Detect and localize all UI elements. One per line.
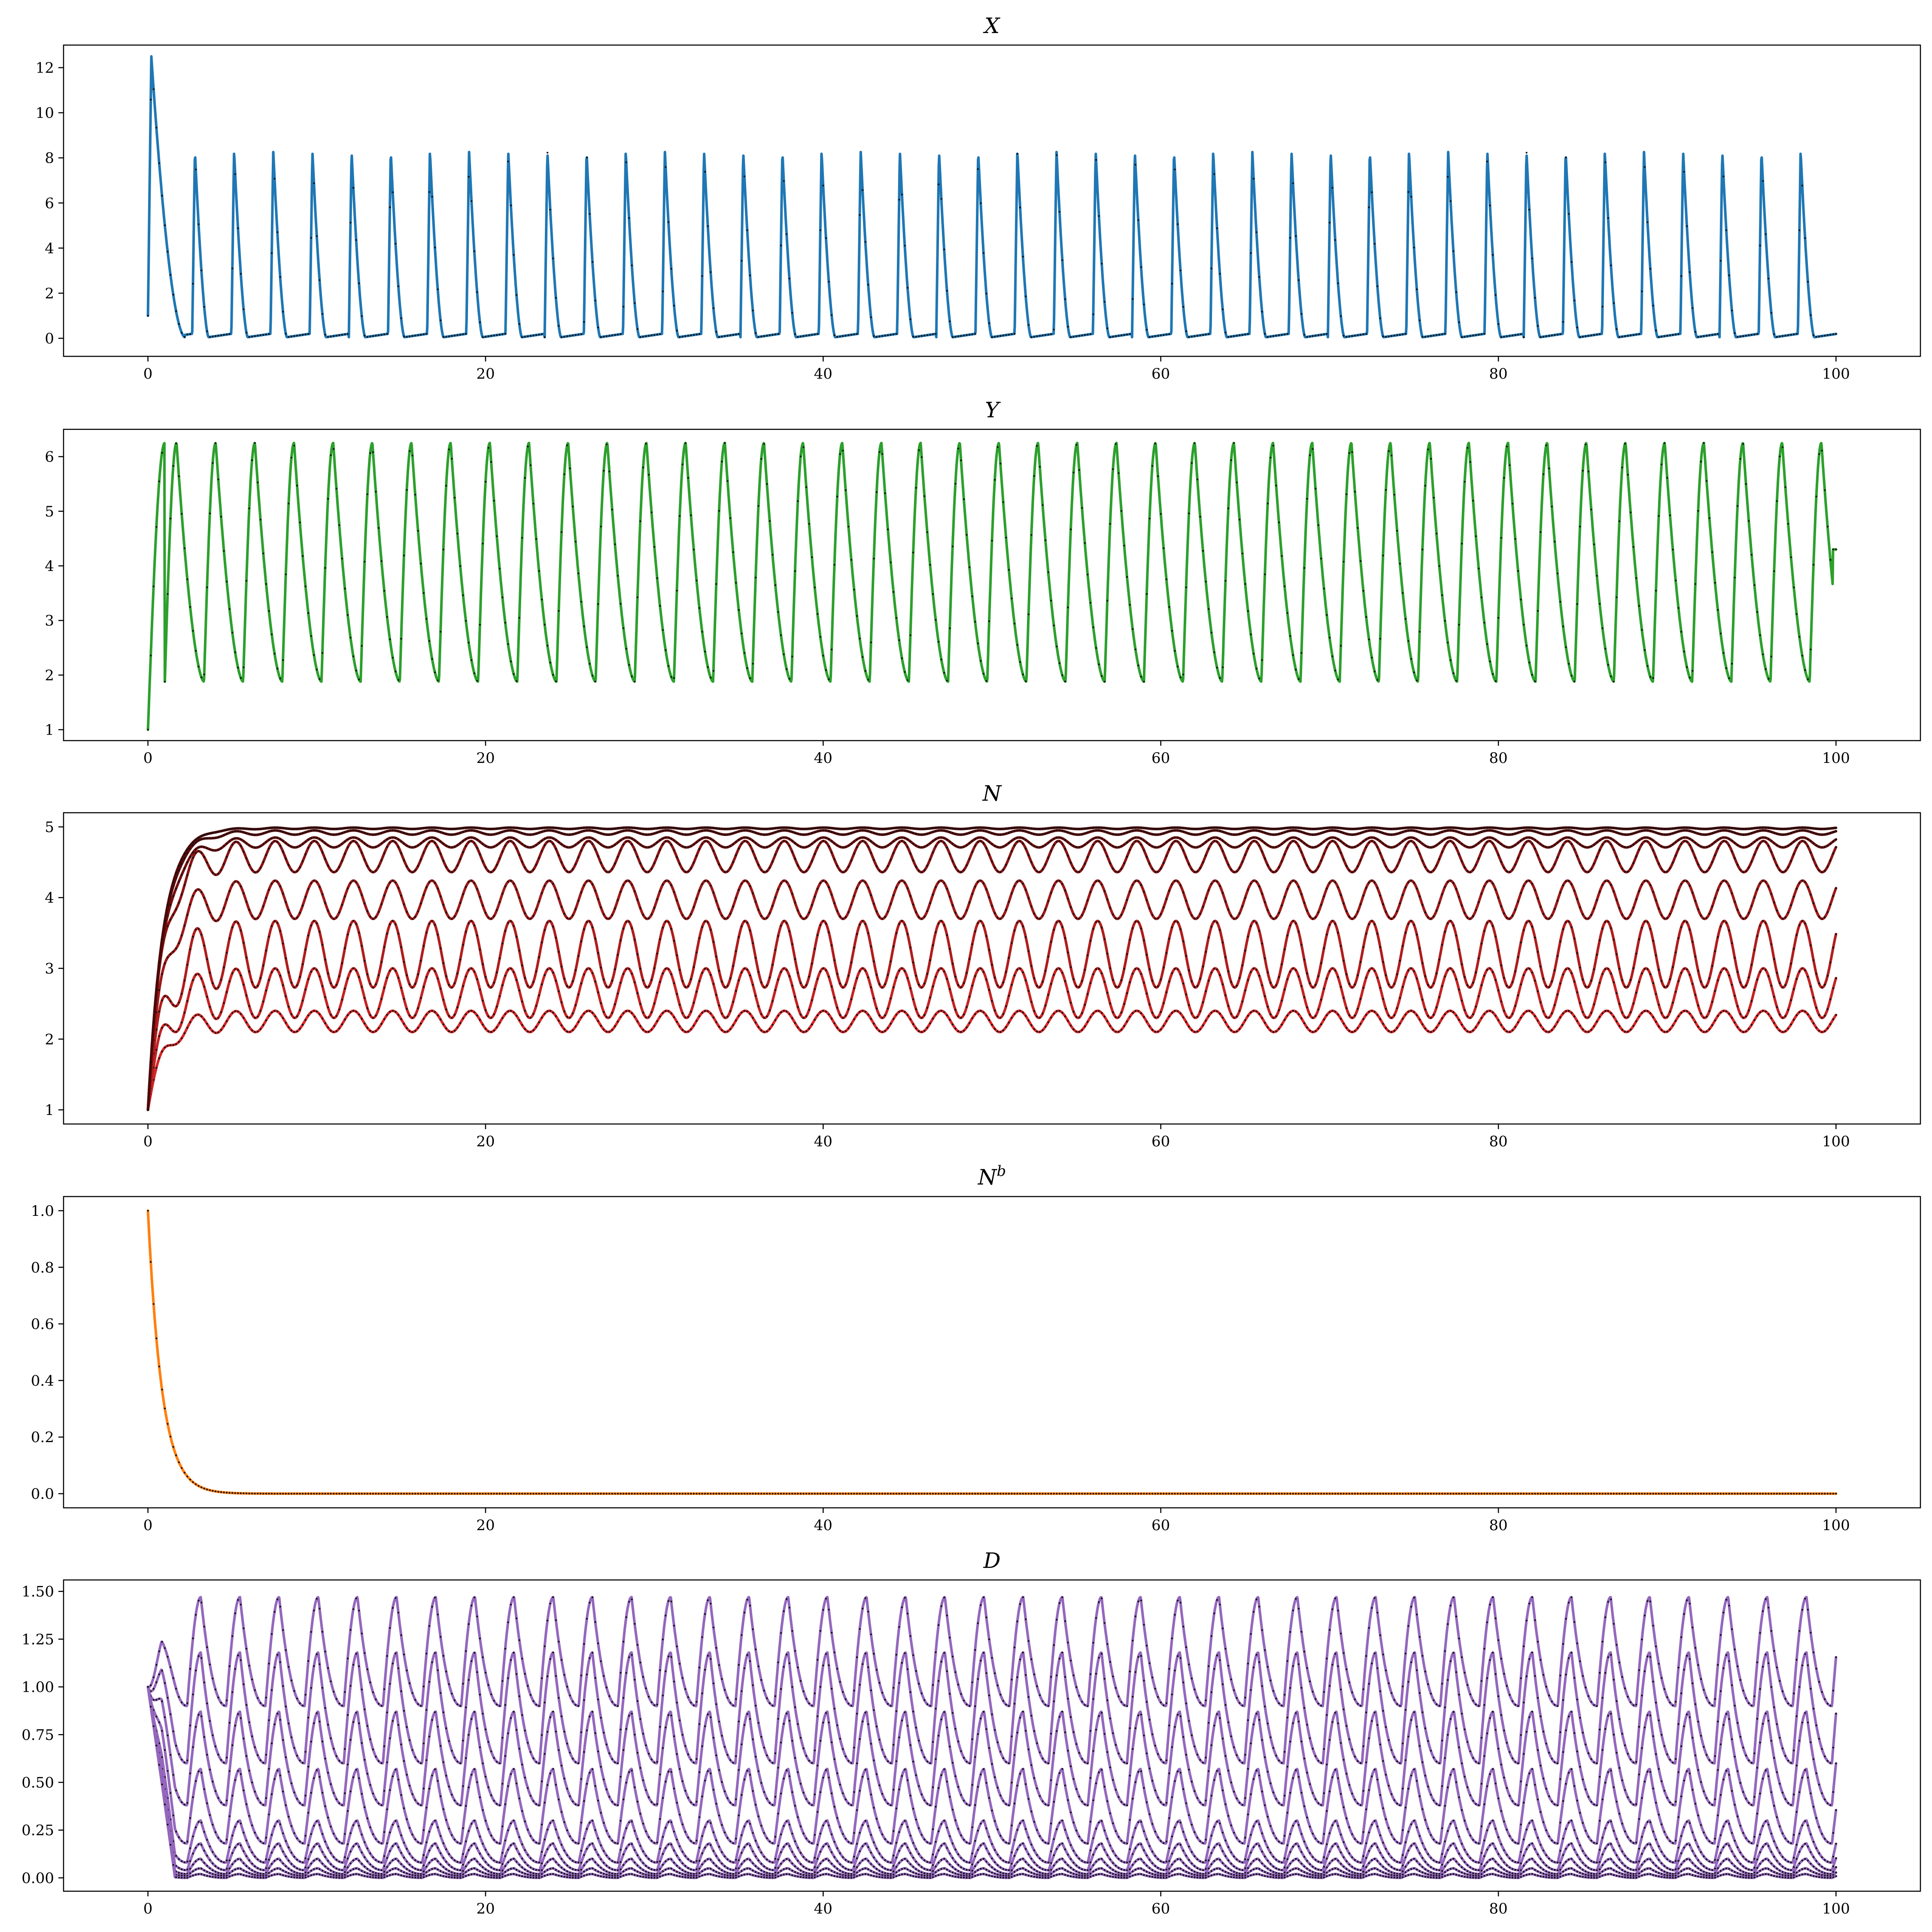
x-tick-label: 80 <box>1489 750 1507 767</box>
x-tick-label: 0 <box>143 1900 153 1917</box>
series-group <box>146 1596 1838 1879</box>
x-tick-label: 60 <box>1151 365 1170 383</box>
y-tick-label: 10 <box>36 105 54 122</box>
reference-points-Nb <box>147 1210 1837 1495</box>
series-line-N3 <box>146 920 1838 1111</box>
y-tick-label: 0.2 <box>31 1429 54 1446</box>
x-tick-label: 60 <box>1151 1900 1170 1917</box>
x-tick-label: 20 <box>476 1133 495 1150</box>
panel-title: Y <box>985 398 1001 422</box>
axes-frame <box>63 428 1921 741</box>
reference-points-N4 <box>147 880 1837 1111</box>
y-tick-label: 4 <box>45 890 54 907</box>
x-tick-label: 80 <box>1489 365 1507 383</box>
x-tick-label: 80 <box>1489 1900 1507 1917</box>
series-group <box>146 441 1838 731</box>
series-group <box>146 826 1838 1111</box>
x-tick-label: 20 <box>476 365 495 383</box>
series-line-Y <box>146 441 1838 731</box>
x-tick-label: 40 <box>814 365 832 383</box>
reference-points-D9 <box>147 1686 1837 1879</box>
y-tick-label: 0.8 <box>31 1259 54 1276</box>
y-tick-label: 0 <box>45 330 54 347</box>
reference-points-N6 <box>147 836 1837 1111</box>
x-tick-label: 80 <box>1489 1517 1507 1534</box>
y-tick-label: 0.4 <box>31 1372 54 1389</box>
y-tick-label: 12 <box>36 60 54 77</box>
axes-frame <box>63 1579 1921 1892</box>
y-tick-label: 1 <box>45 1102 54 1119</box>
x-tick-label: 40 <box>814 1900 832 1917</box>
y-tick-label: 2 <box>45 667 54 684</box>
x-tick-label: 80 <box>1489 1133 1507 1150</box>
y-tick-label: 0.50 <box>21 1774 54 1791</box>
y-tick-label: 6 <box>45 449 54 466</box>
x-tick-label: 20 <box>476 750 495 767</box>
x-tick-label: 0 <box>143 365 153 383</box>
axes-frame <box>63 44 1921 357</box>
x-tick-label: 60 <box>1151 750 1170 767</box>
x-tick-label: 100 <box>1822 1900 1850 1917</box>
x-tick-label: 100 <box>1822 365 1850 383</box>
panel-y: Y 0 20 40 60 80 100 1 2 3 4 5 6 <box>45 398 1921 767</box>
x-tick-label: 40 <box>814 750 832 767</box>
x-tick-label: 20 <box>476 1900 495 1917</box>
y-tick-label: 6 <box>45 195 54 212</box>
x-tick-label: 60 <box>1151 1133 1170 1150</box>
series-group <box>146 55 1838 339</box>
y-tick-label: 4 <box>45 558 54 575</box>
panel-d: D 0 20 40 60 80 100 0.00 0.25 0.50 0.75 1.00 1.25 1.5… <box>21 1548 1921 1917</box>
y-tick-label: 0.0 <box>31 1485 54 1503</box>
series-line-D3 <box>146 1686 1838 1807</box>
y-tick-label: 2 <box>45 1031 54 1048</box>
panel-title: N <box>982 781 1002 806</box>
y-tick-label: 0.00 <box>21 1870 54 1887</box>
series-line-N2 <box>146 967 1838 1111</box>
y-tick-label: 1.25 <box>21 1631 54 1648</box>
panel-title: D <box>983 1548 1000 1573</box>
y-tick-label: 0.6 <box>31 1316 54 1333</box>
reference-points-N1 <box>147 1010 1837 1111</box>
series-line-X <box>146 55 1838 339</box>
y-tick-label: 2 <box>45 285 54 302</box>
series-group <box>146 1209 1838 1495</box>
x-tick-label: 0 <box>143 1133 153 1150</box>
y-tick-label: 0.75 <box>21 1726 54 1744</box>
x-tick-label: 0 <box>143 750 153 767</box>
panel-title: X <box>983 13 1001 38</box>
y-tick-label: 1.00 <box>21 1679 54 1696</box>
x-tick-label: 40 <box>814 1133 832 1150</box>
y-tick-label: 0.25 <box>21 1822 54 1839</box>
panel-nb: Nb 0 20 40 60 80 100 0.0 0.2 0.4 0.6 0.8 1.0 <box>31 1163 1921 1534</box>
panel-x: X 0 20 40 60 80 100 0 2 4 6 8 10 12 <box>36 13 1921 383</box>
x-tick-label: 100 <box>1822 750 1850 767</box>
reference-points-N8 <box>147 826 1837 1111</box>
y-tick-label: 5 <box>45 819 54 836</box>
reference-points-Y <box>147 442 1837 731</box>
x-tick-label: 40 <box>814 1517 832 1534</box>
y-tick-label: 8 <box>45 150 54 167</box>
x-tick-label: 100 <box>1822 1133 1850 1150</box>
y-tick-label: 3 <box>45 960 54 978</box>
panel-title: Nb <box>978 1163 1006 1190</box>
x-tick-label: 60 <box>1151 1517 1170 1534</box>
y-tick-label: 1.50 <box>21 1583 54 1601</box>
reference-points-X <box>147 88 1837 338</box>
series-line-Nb <box>146 1209 1838 1495</box>
panel-n: N 0 20 40 60 80 100 1 2 3 4 5 <box>45 781 1921 1150</box>
series-line-N6 <box>146 836 1838 1111</box>
y-tick-label: 1 <box>45 722 54 739</box>
y-tick-label: 1.0 <box>31 1203 54 1220</box>
y-tick-label: 3 <box>45 612 54 629</box>
x-tick-label: 0 <box>143 1517 153 1534</box>
axes-frame <box>63 1196 1921 1509</box>
y-tick-label: 5 <box>45 503 54 520</box>
x-tick-label: 100 <box>1822 1517 1850 1534</box>
y-tick-label: 4 <box>45 240 54 257</box>
x-tick-label: 20 <box>476 1517 495 1534</box>
